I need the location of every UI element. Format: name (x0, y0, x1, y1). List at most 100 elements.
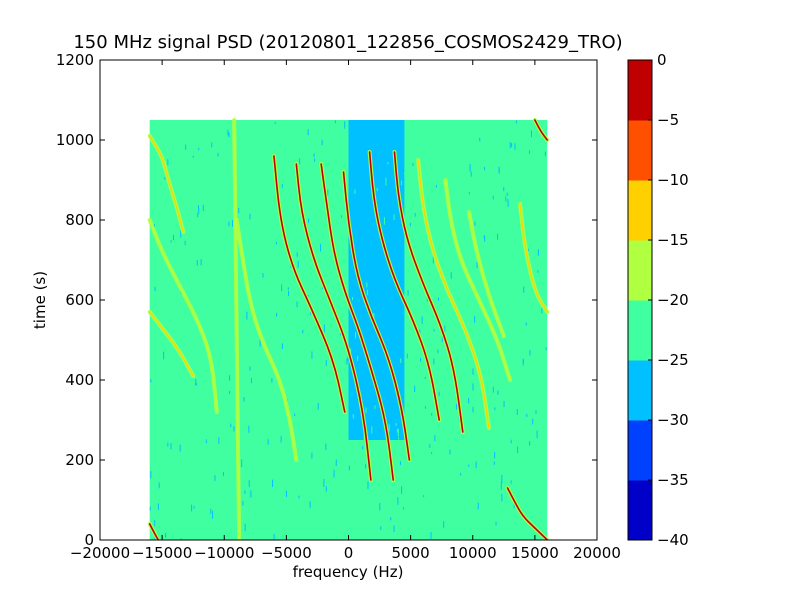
noise-speckle (248, 425, 250, 433)
noise-speckle (401, 180, 403, 186)
colorbar-band (628, 420, 652, 481)
noise-speckle (333, 469, 335, 478)
noise-speckle (406, 353, 408, 359)
noise-speckle (529, 350, 531, 356)
noise-speckle (517, 446, 519, 454)
noise-speckle (154, 520, 156, 527)
trace-s2 (149, 311, 194, 377)
colorbar-tick-label: −15 (657, 231, 689, 249)
trace-s13 (417, 159, 490, 429)
noise-speckle (523, 286, 525, 293)
noise-speckle (163, 351, 165, 360)
noise-speckle (281, 284, 283, 292)
noise-speckle (323, 479, 325, 487)
noise-speckle (157, 503, 159, 510)
noise-speckle (434, 435, 436, 442)
noise-speckle (432, 256, 434, 264)
noise-speckle (249, 366, 251, 371)
x-tick-label: 5000 (392, 544, 430, 562)
noise-speckle (429, 444, 431, 448)
noise-speckle (196, 260, 198, 266)
noise-speckle (232, 220, 234, 227)
noise-speckle (380, 526, 382, 530)
noise-speckle (537, 249, 539, 256)
noise-speckle (407, 289, 409, 296)
noise-speckle (297, 260, 299, 268)
noise-speckle (298, 495, 300, 499)
noise-speckle (198, 205, 200, 210)
noise-speckle (365, 463, 367, 469)
noise-speckle (323, 324, 325, 333)
noise-speckle (385, 177, 387, 186)
colorbar-tick-label: −20 (657, 291, 689, 309)
noise-speckle (165, 532, 167, 538)
noise-speckle (267, 439, 269, 445)
colorbar-band (628, 60, 652, 121)
noise-speckle (167, 159, 169, 166)
noise-speckle (484, 235, 486, 242)
noise-speckle (535, 410, 537, 415)
noise-speckle (532, 418, 534, 425)
noise-speckle (409, 222, 411, 227)
noise-speckle (414, 213, 416, 217)
noise-speckle (262, 273, 264, 278)
noise-speckle (179, 444, 181, 452)
y-tick-label: 1000 (56, 131, 94, 149)
noise-speckle (362, 446, 364, 450)
noise-speckle (367, 289, 369, 296)
noise-speckle (498, 168, 500, 173)
noise-speckle (244, 490, 246, 494)
noise-speckle (497, 233, 499, 240)
y-tick-label: 0 (84, 531, 94, 549)
noise-speckle (173, 234, 175, 241)
noise-speckle (211, 142, 213, 148)
noise-speckle (307, 294, 309, 298)
noise-speckle (510, 480, 512, 484)
noise-speckle (412, 162, 414, 166)
noise-speckle (379, 503, 381, 511)
noise-speckle (367, 481, 369, 489)
trace-s7 (273, 155, 346, 413)
noise-speckle (376, 187, 378, 192)
noise-speckle (516, 409, 518, 416)
noise-speckle (339, 333, 341, 336)
noise-speckle (250, 377, 252, 384)
noise-speckle (513, 502, 515, 509)
noise-speckle (503, 187, 505, 192)
noise-speckle (444, 325, 446, 332)
noise-speckle (184, 240, 186, 246)
colorbar-band (628, 240, 652, 301)
noise-speckle (350, 348, 352, 353)
noise-speckle (346, 358, 348, 365)
chart-title: 150 MHz signal PSD (20120801_122856_COSM… (73, 32, 622, 53)
trace-s14 (444, 179, 511, 381)
noise-speckle (193, 505, 195, 509)
x-axis: −20000 −15000 −10000 −5000 0 5000 10000 15000 20… (70, 60, 621, 562)
noise-speckle (526, 413, 528, 417)
colorbar-band (628, 480, 652, 541)
noise-speckle (421, 316, 423, 325)
noise-speckle (246, 311, 248, 320)
noise-speckle (483, 166, 485, 171)
x-tick-label: −20000 (70, 544, 130, 562)
noise-speckle (503, 401, 505, 408)
noise-speckle (544, 151, 546, 157)
noise-speckle (525, 322, 527, 326)
noise-speckle (154, 286, 156, 292)
noise-speckle (317, 402, 319, 410)
noise-speckle (357, 355, 359, 361)
noise-speckle (149, 506, 151, 511)
noise-speckle (250, 490, 252, 498)
noise-speckle (325, 443, 327, 451)
noise-speckle (311, 351, 313, 359)
noise-speckle (507, 199, 509, 207)
noise-speckle (455, 403, 457, 410)
noise-speckle (396, 428, 398, 433)
noise-speckle (296, 252, 298, 257)
noise-speckle (198, 147, 200, 151)
noise-speckle (522, 359, 524, 366)
noise-speckle (214, 475, 216, 481)
colorbar-tick-label: −30 (657, 411, 689, 429)
noise-speckle (511, 143, 513, 148)
